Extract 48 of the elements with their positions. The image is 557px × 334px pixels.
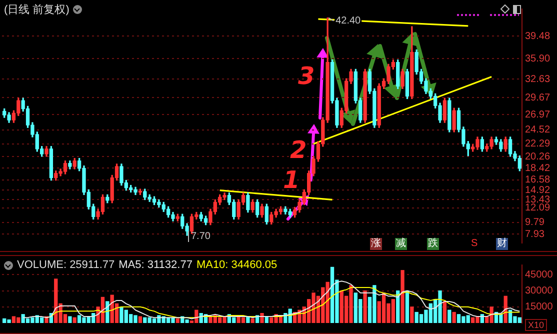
y-tick-label: 22.29 xyxy=(525,138,550,150)
bar xyxy=(68,316,72,323)
y-tick-label: 39.48 xyxy=(525,30,550,42)
y-tick-label: 18.42 xyxy=(525,162,550,174)
bar xyxy=(363,290,367,323)
y-tick-label: 14.92 xyxy=(525,184,550,196)
annotation: 财 xyxy=(496,238,508,250)
y-tick-label: 12.09 xyxy=(525,202,550,214)
y-tick-label: 7.93 xyxy=(525,228,545,240)
text: MA10: 34460.05 xyxy=(196,259,278,271)
bar xyxy=(40,317,44,323)
bar xyxy=(260,313,264,323)
y-tick-label: 20.26 xyxy=(525,151,550,162)
annotation: 42.40 xyxy=(336,16,362,27)
y-tick-label: 24.52 xyxy=(525,124,550,136)
y-tick-label: 9.79 xyxy=(525,217,545,228)
y-tick-label: 45000 xyxy=(525,269,554,280)
annotation: 3 xyxy=(298,62,315,90)
chart-title: (日线 前复权) xyxy=(4,3,70,17)
y-tick-label: 32.63 xyxy=(525,74,550,85)
annotation: 7.70 xyxy=(188,231,210,242)
y-tick-label: 15000 xyxy=(525,302,554,313)
annotation: S xyxy=(470,238,479,250)
y-tick-label: 26.97 xyxy=(525,109,550,120)
annotation: VOLUME: 25911.77 xyxy=(17,259,115,271)
text: MA5: 31132.77 xyxy=(118,259,192,271)
annotation: 减 xyxy=(395,238,407,250)
bar xyxy=(448,310,452,323)
bar xyxy=(250,318,254,323)
y-axis-title: X10 xyxy=(524,319,547,331)
y-tick-label: 16.58 xyxy=(525,174,550,186)
annotation: 涨 xyxy=(370,238,382,250)
bar xyxy=(442,301,447,323)
annotation: 跌 xyxy=(427,238,439,250)
bar xyxy=(176,318,180,323)
y-tick-label: 29.67 xyxy=(525,92,550,104)
bar xyxy=(354,292,358,323)
bar xyxy=(12,316,16,323)
bar xyxy=(405,290,410,323)
y-tick-label: 35.90 xyxy=(525,53,550,64)
bar xyxy=(410,306,414,323)
y-tick-label: 30000 xyxy=(525,286,554,297)
bar xyxy=(400,270,404,323)
bar xyxy=(72,317,76,323)
annotation: 1 xyxy=(283,166,300,194)
annotation: 2 xyxy=(290,136,307,164)
bar xyxy=(452,312,456,323)
bar xyxy=(138,316,142,323)
